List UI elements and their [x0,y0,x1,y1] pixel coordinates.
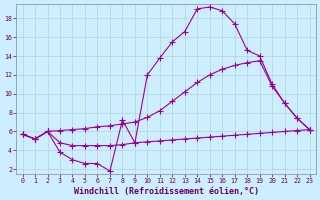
X-axis label: Windchill (Refroidissement éolien,°C): Windchill (Refroidissement éolien,°C) [74,187,259,196]
